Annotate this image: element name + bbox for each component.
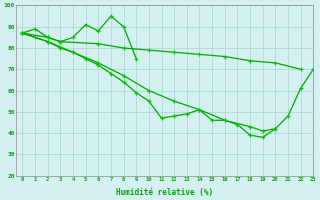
X-axis label: Humidité relative (%): Humidité relative (%) xyxy=(116,188,213,197)
